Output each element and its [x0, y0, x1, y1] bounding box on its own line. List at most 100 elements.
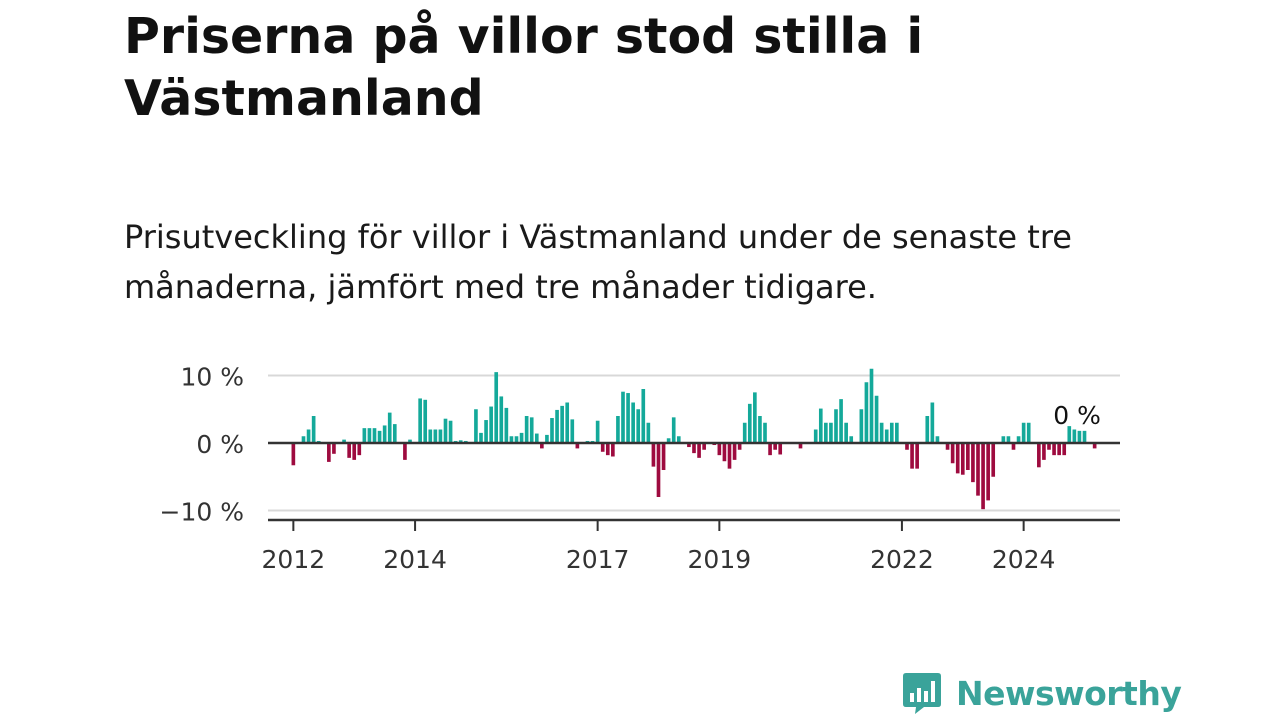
bar — [874, 395, 879, 443]
bar — [611, 443, 615, 457]
bar — [529, 417, 534, 443]
bar — [332, 443, 336, 454]
bar — [824, 422, 828, 443]
bar — [626, 393, 630, 443]
bar — [818, 408, 823, 443]
bar — [778, 443, 783, 455]
brand-name: Newsworthy — [956, 673, 1182, 713]
bar — [758, 416, 762, 443]
bar — [763, 422, 767, 443]
bar — [352, 443, 357, 460]
x-tick-label: 2014 — [383, 545, 447, 574]
bar — [636, 409, 641, 443]
bar — [687, 443, 691, 448]
bar — [859, 409, 864, 443]
bar — [479, 432, 483, 443]
bar — [966, 443, 970, 470]
bar — [631, 402, 635, 443]
bar — [458, 440, 463, 443]
bar — [955, 443, 960, 474]
bar — [834, 409, 838, 443]
bar — [697, 443, 701, 458]
x-tick-label: 2022 — [870, 545, 934, 574]
bar — [438, 429, 443, 443]
bar — [773, 443, 777, 450]
bar — [418, 398, 422, 443]
latest-value-label: 0 % — [1053, 401, 1101, 430]
y-tick-label: 10 % — [180, 363, 244, 392]
bar — [976, 443, 980, 496]
bar — [1072, 429, 1077, 443]
bar — [1082, 430, 1087, 443]
y-axis-labels: 10 % 0 % −10 % — [160, 363, 244, 527]
bar — [656, 443, 661, 497]
bar — [935, 436, 940, 443]
bar — [443, 418, 448, 443]
bar — [382, 425, 387, 443]
x-axis-labels: 2012 2014 2017 2019 2022 2024 — [262, 545, 1056, 574]
bar — [981, 443, 985, 510]
bar — [798, 443, 803, 449]
bar — [884, 429, 889, 443]
y-tick-label: −10 % — [160, 498, 244, 527]
bar — [1047, 443, 1051, 450]
bar — [986, 443, 990, 501]
bar — [524, 416, 529, 443]
bar — [550, 418, 554, 443]
bar-chart-icon — [903, 673, 941, 714]
bar — [768, 443, 772, 456]
bar — [945, 443, 950, 450]
bar — [362, 428, 367, 443]
bar — [813, 429, 818, 443]
bar — [742, 422, 747, 443]
bar — [717, 443, 722, 456]
bar — [372, 428, 377, 443]
bar — [1077, 430, 1082, 443]
bar — [534, 433, 539, 443]
bar — [433, 429, 438, 443]
bar — [849, 436, 854, 443]
x-tick-label: 2019 — [688, 545, 752, 574]
bar — [1057, 443, 1061, 456]
bar — [489, 406, 493, 443]
bar — [403, 443, 407, 460]
bar — [864, 382, 869, 443]
bar — [306, 429, 311, 443]
axes — [268, 441, 1120, 531]
bar — [600, 443, 605, 452]
bar — [621, 391, 625, 443]
bar — [905, 443, 909, 450]
bar — [971, 443, 975, 483]
bar — [646, 422, 651, 443]
bar — [839, 399, 843, 443]
bar — [595, 420, 600, 443]
annotations: 0 % — [1053, 401, 1101, 430]
bar — [666, 438, 671, 443]
gridlines — [268, 374, 1120, 512]
bar — [540, 443, 544, 449]
bar — [605, 443, 610, 456]
bar — [560, 405, 564, 443]
bar — [651, 443, 656, 467]
bar — [753, 392, 757, 443]
bar — [676, 436, 681, 443]
bar — [829, 422, 833, 443]
bar — [311, 416, 316, 443]
bar — [494, 372, 499, 443]
bar — [1016, 436, 1021, 443]
x-tick-label: 2012 — [262, 545, 326, 574]
bar — [575, 443, 580, 449]
bar — [357, 443, 362, 456]
bar — [950, 443, 955, 464]
bar — [327, 443, 331, 462]
bar — [377, 430, 382, 443]
y-tick-label: 0 % — [196, 430, 244, 459]
bar — [504, 407, 509, 443]
bar — [879, 422, 884, 443]
bar — [387, 412, 392, 443]
bar — [671, 417, 676, 443]
bar — [616, 416, 620, 443]
bar — [514, 436, 519, 443]
bar — [565, 402, 570, 443]
bar — [367, 428, 372, 443]
